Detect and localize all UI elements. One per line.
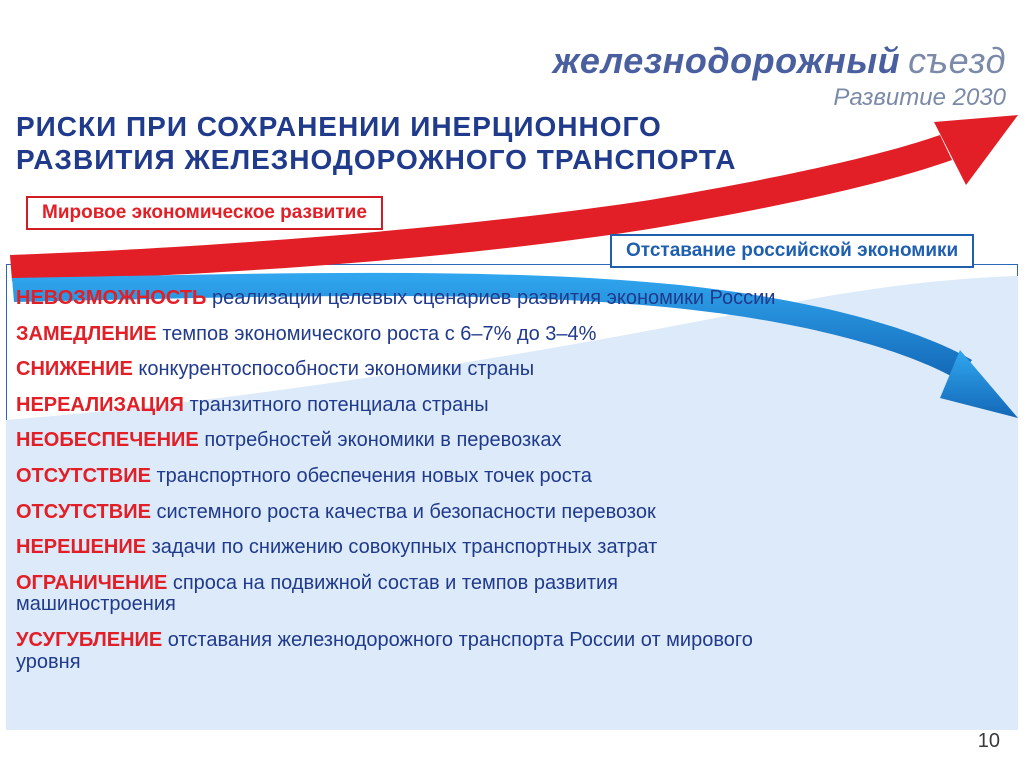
bullet-7: НЕРЕШЕНИЕ задачи по снижению совокупных …	[16, 537, 776, 559]
brand-line1: железнодорожныйсъезд	[553, 40, 1006, 82]
bullets-container: НЕВОЗМОЖНОСТЬ реализации целевых сценари…	[16, 288, 776, 687]
title-line2: РАЗВИТИЯ ЖЕЛЕЗНОДОРОЖНОГО ТРАНСПОРТА	[16, 144, 737, 175]
bullet-6: ОТСУТСТВИЕ системного роста качества и б…	[16, 502, 776, 524]
red-arrow-head	[934, 115, 1018, 185]
brand-line2: Развитие 2030	[553, 84, 1006, 112]
bullet-4: НЕОБЕСПЕЧЕНИЕ потребностей экономики в п…	[16, 430, 776, 452]
brand-word1: железнодорожный	[553, 40, 900, 81]
label-world-economy: Мировое экономическое развитие	[26, 196, 383, 230]
bullet-2: СНИЖЕНИЕ конкурентоспособности экономики…	[16, 359, 776, 381]
slide-root: железнодорожныйсъезд Развитие 2030 РИСКИ…	[0, 0, 1024, 767]
page-number: 10	[978, 730, 1000, 753]
bullet-0: НЕВОЗМОЖНОСТЬ реализации целевых сценари…	[16, 288, 776, 310]
label-russian-lag: Отставание российской экономики	[610, 234, 974, 268]
slide-title: РИСКИ ПРИ СОХРАНЕНИИ ИНЕРЦИОННОГО РАЗВИТ…	[16, 110, 737, 176]
bullet-9: УСУГУБЛЕНИЕ отставания железнодорожного …	[16, 630, 776, 673]
bullet-5: ОТСУТСТВИЕ транспортного обеспечения нов…	[16, 466, 776, 488]
bullet-3: НЕРЕАЛИЗАЦИЯ транзитного потенциала стра…	[16, 395, 776, 417]
bullet-1: ЗАМЕДЛЕНИЕ темпов экономического роста с…	[16, 324, 776, 346]
brand-word2: съезд	[908, 40, 1006, 81]
brand-block: железнодорожныйсъезд Развитие 2030	[553, 40, 1006, 112]
bullet-8: ОГРАНИЧЕНИЕ спроса на подвижной состав и…	[16, 573, 776, 616]
title-line1: РИСКИ ПРИ СОХРАНЕНИИ ИНЕРЦИОННОГО	[16, 111, 662, 142]
